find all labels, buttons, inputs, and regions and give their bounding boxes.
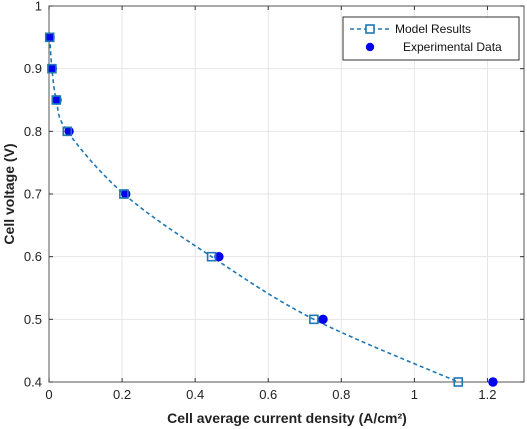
y-tick-label: 0.7 <box>24 187 42 202</box>
x-tick-label: 0.2 <box>113 387 131 402</box>
model-results-line <box>48 37 459 383</box>
legend-model-marker <box>365 24 375 34</box>
y-axis-title: Cell voltage (V) <box>1 143 17 244</box>
legend-experimental-marker <box>365 42 375 52</box>
experimental-data-point <box>214 251 224 262</box>
x-tick-label: 0.6 <box>259 387 277 402</box>
y-tick-label: 0.4 <box>24 375 42 390</box>
experimental-data-point <box>488 377 498 387</box>
model-results-marker <box>62 126 73 137</box>
legend-model-label: Model Results <box>395 22 471 36</box>
legend: Model Results Experimental Data <box>342 16 520 61</box>
y-tick-label: 1 <box>35 0 42 14</box>
model-results-marker <box>47 63 57 74</box>
model-results-marker <box>51 95 62 105</box>
y-tick-label: 0.6 <box>24 249 42 264</box>
x-tick-label: 1 <box>411 387 418 402</box>
model-results-marker <box>206 251 217 262</box>
x-tick-label: 1.2 <box>478 387 496 402</box>
series-layer <box>44 32 498 387</box>
model-results-marker <box>453 377 464 387</box>
y-tick-label: 0.5 <box>24 312 42 327</box>
y-tick-label: 0.8 <box>24 124 42 139</box>
model-results-marker <box>44 32 55 43</box>
experimental-data-point <box>318 314 328 325</box>
x-axis-title: Cell average current density (A/cm²) <box>167 410 407 426</box>
model-results-marker <box>119 189 129 199</box>
model-results-marker <box>309 314 319 325</box>
legend-experimental-label: Experimental Data <box>403 40 502 54</box>
axes: 0 0.2 0.4 0.6 0.8 1 1.2 0.4 0.5 0.6 0.7 0.8 0.9 1 <box>24 0 525 402</box>
x-tick-label: 0.4 <box>186 387 204 402</box>
x-tick-label: 0.8 <box>332 387 350 402</box>
y-tick-label: 0.9 <box>24 61 42 76</box>
legend-box <box>342 16 520 61</box>
x-tick-label: 0 <box>45 387 52 402</box>
